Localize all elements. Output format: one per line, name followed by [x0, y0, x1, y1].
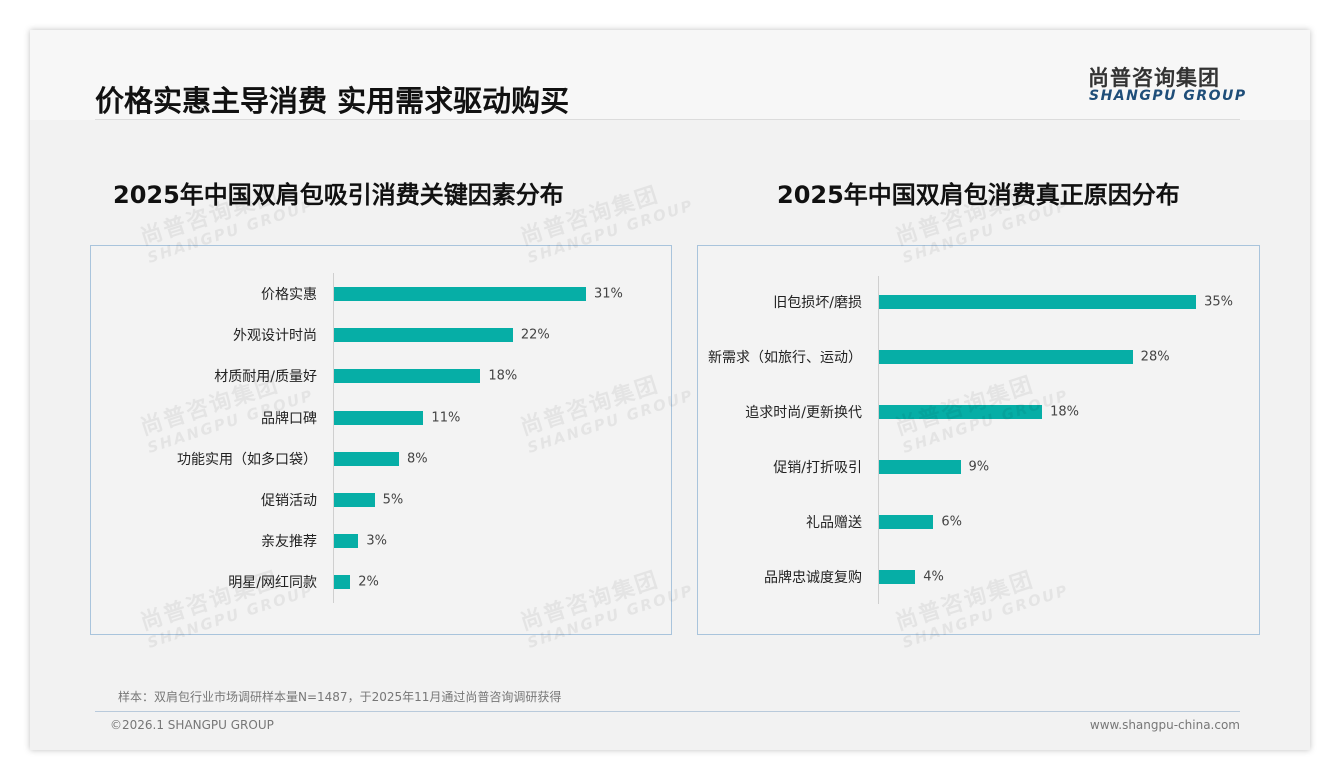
data-label: 9%	[968, 459, 990, 475]
data-label: 11%	[431, 410, 461, 426]
data-label: 6%	[941, 514, 962, 530]
data-label: 28%	[1140, 349, 1170, 365]
category-label: 促销活动	[261, 493, 317, 509]
category-label: 材质耐用/质量好	[214, 369, 317, 386]
bar	[334, 575, 351, 590]
data-label: 4%	[923, 569, 944, 585]
category-label: 新需求（如旅行、运动）	[708, 350, 862, 366]
y-axis-line	[333, 273, 334, 603]
bar	[879, 295, 1197, 309]
chart-right: 旧包损坏/磨损 35% 新需求（如旅行、运动） 28% 追求时尚/更新换代 18% 促销/打…	[697, 245, 1260, 635]
page-title: 价格实惠主导消费 实用需求驱动购买	[95, 84, 570, 118]
data-label: 8%	[407, 451, 428, 467]
data-label: 18%	[488, 368, 518, 384]
bar	[879, 460, 961, 474]
bar	[334, 451, 400, 466]
header	[30, 30, 1310, 120]
data-label: 2%	[358, 574, 379, 590]
bar	[879, 515, 934, 529]
data-label: 5%	[382, 492, 404, 508]
logo-cn: 尚普咨询集团	[1088, 66, 1220, 90]
data-label: 18%	[1050, 404, 1079, 420]
category-label: 追求时尚/更新换代	[745, 405, 862, 421]
data-label: 3%	[366, 533, 387, 549]
bar	[334, 369, 481, 384]
bar	[334, 328, 513, 343]
data-label: 31%	[594, 286, 623, 302]
category-label: 旧包损坏/磨损	[773, 295, 862, 311]
category-label: 促销/打折吸引	[773, 460, 862, 476]
bar	[334, 410, 424, 425]
data-label: 35%	[1204, 294, 1233, 310]
category-label: 外观设计时尚	[233, 328, 317, 345]
bar	[879, 405, 1043, 419]
footer-divider	[95, 711, 1240, 712]
category-label: 价格实惠	[261, 287, 317, 303]
chart-title-right: 2025年中国双肩包消费真正原因分布	[777, 181, 1180, 209]
category-label: 品牌忠诚度复购	[764, 570, 862, 586]
bar	[879, 570, 916, 584]
bar	[334, 287, 587, 301]
y-axis-line	[878, 276, 879, 604]
website-link[interactable]: www.shangpu-china.com	[1089, 718, 1240, 732]
slide: 价格实惠主导消费 实用需求驱动购买 尚普咨询集团 SHANGPU GROUP 2…	[30, 30, 1310, 750]
category-label: 亲友推荐	[261, 534, 317, 551]
category-label: 礼品赠送	[806, 515, 862, 531]
chart-left: 价格实惠 31% 外观设计时尚 22% 材质耐用/质量好 18% 品牌口碑 11% 功能实用（如…	[90, 245, 672, 635]
data-label: 22%	[520, 327, 550, 343]
category-label: 品牌口碑	[261, 410, 317, 427]
copyright: ©2026.1 SHANGPU GROUP	[110, 718, 274, 732]
logo-en: SHANGPU GROUP	[1089, 88, 1247, 104]
bar	[334, 534, 359, 549]
bar	[334, 493, 375, 507]
header-divider	[95, 119, 1240, 120]
sample-note: 样本：双肩包行业市场调研样本量N=1487，于2025年11月通过尚普咨询调研获…	[118, 690, 562, 704]
bar	[879, 350, 1133, 364]
category-label: 明星/网红同款	[228, 575, 317, 592]
category-label: 功能实用（如多口袋）	[177, 451, 317, 468]
chart-title-left: 2025年中国双肩包吸引消费关键因素分布	[113, 181, 564, 209]
